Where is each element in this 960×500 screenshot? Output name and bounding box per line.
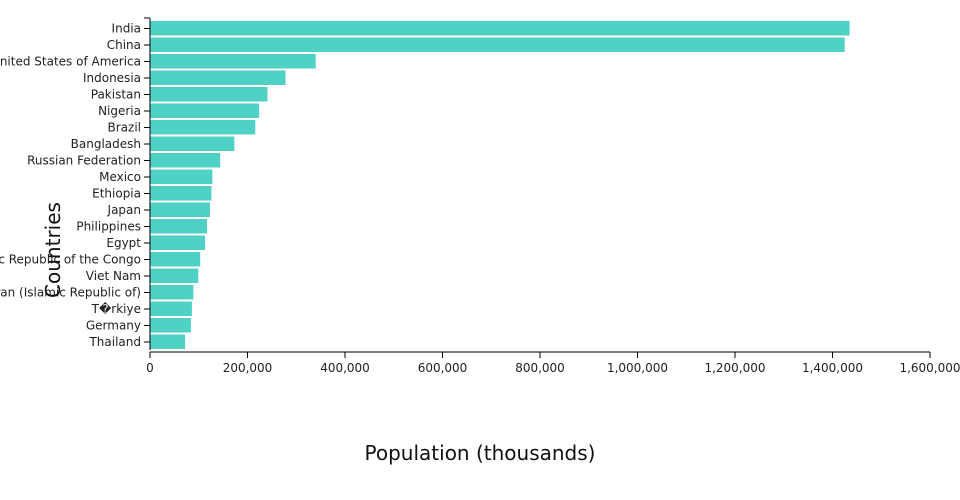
y-tick-label: India [112, 21, 141, 35]
bar-viet-nam [150, 268, 199, 283]
bar-democratic-republic-of-the-congo [150, 252, 201, 267]
y-tick-label: Iran (Islamic Republic of) [0, 285, 141, 299]
y-tick-label: Democratic Republic of the Congo [0, 252, 141, 266]
bar-japan [150, 202, 210, 217]
x-tick-label: 200,000 [223, 361, 273, 375]
x-tick-label: 1,000,000 [607, 361, 668, 375]
y-tick-label: Nigeria [98, 104, 141, 118]
bar-brazil [150, 120, 256, 135]
y-axis: India China United States of America Indone… [0, 17, 151, 350]
y-tick-label: Pakistan [91, 87, 141, 101]
bar-ethiopia [150, 186, 212, 201]
y-tick-label: China [107, 38, 141, 52]
x-tick-label: 600,000 [418, 361, 468, 375]
bar-iran-islamic-republic-of [150, 285, 194, 300]
bar-russian-federation [150, 153, 221, 168]
bar-china [150, 37, 845, 52]
y-tick-label: Thailand [88, 335, 141, 349]
x-tick-label: 1,600,000 [899, 361, 960, 375]
y-tick-label: T�rkiye [91, 302, 141, 316]
x-axis-title: Population (thousands) [365, 441, 596, 465]
y-tick-label: United States of America [0, 54, 141, 68]
y-tick-label: Bangladesh [71, 137, 141, 151]
x-tick-label: 0 [146, 361, 154, 375]
bar-india [150, 21, 850, 36]
x-axis: 0 200,000 400,000 600,000 800,000 1,000,000 1,… [146, 351, 960, 375]
bar-t-rkiye [150, 301, 192, 316]
x-tick-label: 400,000 [320, 361, 370, 375]
y-tick-label: Brazil [108, 120, 142, 134]
y-tick-label: Mexico [99, 170, 141, 184]
bar-nigeria [150, 103, 260, 118]
bar-egypt [150, 235, 206, 250]
bar-mexico [150, 169, 213, 184]
bar-indonesia [150, 70, 286, 85]
bar-thailand [150, 334, 186, 349]
bar-united-states-of-america [150, 54, 316, 69]
bar-germany [150, 318, 191, 333]
bar-bangladesh [150, 136, 235, 151]
y-tick-label: Germany [86, 318, 141, 332]
x-tick-label: 800,000 [515, 361, 565, 375]
y-tick-label: Viet Nam [86, 269, 141, 283]
y-tick-label: Japan [107, 203, 141, 217]
y-tick-label: Egypt [106, 236, 141, 250]
y-tick-label: Russian Federation [27, 153, 141, 167]
y-tick-label: Philippines [76, 219, 141, 233]
x-tick-label: 1,400,000 [802, 361, 863, 375]
y-axis-title: Countries [41, 202, 65, 298]
y-tick-label: Ethiopia [92, 186, 141, 200]
y-tick-label: Indonesia [83, 71, 141, 85]
bar-pakistan [150, 87, 268, 102]
bar-philippines [150, 219, 208, 234]
bars-group [150, 21, 850, 349]
x-tick-label: 1,200,000 [704, 361, 765, 375]
